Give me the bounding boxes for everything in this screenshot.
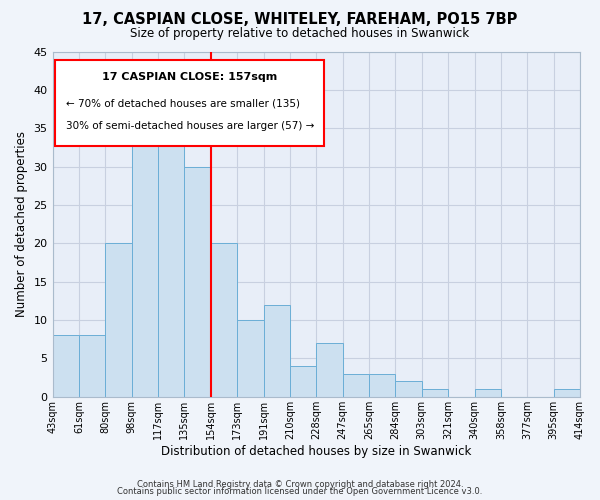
Bar: [158, 113, 184, 397]
Text: 30% of semi-detached houses are larger (57) →: 30% of semi-detached houses are larger (…: [66, 122, 314, 132]
Bar: [131, 144, 158, 397]
Text: 17, CASPIAN CLOSE, WHITELEY, FAREHAM, PO15 7BP: 17, CASPIAN CLOSE, WHITELEY, FAREHAM, PO…: [82, 12, 518, 28]
Bar: [237, 320, 263, 397]
Bar: [263, 304, 290, 397]
Bar: [422, 389, 448, 397]
Bar: [184, 166, 211, 397]
FancyBboxPatch shape: [55, 60, 324, 146]
Bar: [290, 366, 316, 397]
Bar: [79, 336, 105, 397]
Bar: [105, 244, 131, 397]
Text: Contains HM Land Registry data © Crown copyright and database right 2024.: Contains HM Land Registry data © Crown c…: [137, 480, 463, 489]
Bar: [53, 336, 79, 397]
Y-axis label: Number of detached properties: Number of detached properties: [15, 131, 28, 317]
Bar: [395, 382, 422, 397]
Text: ← 70% of detached houses are smaller (135): ← 70% of detached houses are smaller (13…: [66, 98, 300, 108]
Bar: [316, 343, 343, 397]
Text: Size of property relative to detached houses in Swanwick: Size of property relative to detached ho…: [130, 28, 470, 40]
Bar: [475, 389, 501, 397]
Text: Contains public sector information licensed under the Open Government Licence v3: Contains public sector information licen…: [118, 487, 482, 496]
Bar: [211, 244, 237, 397]
Bar: [343, 374, 369, 397]
Bar: [554, 389, 580, 397]
Bar: [369, 374, 395, 397]
Text: 17 CASPIAN CLOSE: 157sqm: 17 CASPIAN CLOSE: 157sqm: [102, 72, 277, 82]
X-axis label: Distribution of detached houses by size in Swanwick: Distribution of detached houses by size …: [161, 444, 472, 458]
